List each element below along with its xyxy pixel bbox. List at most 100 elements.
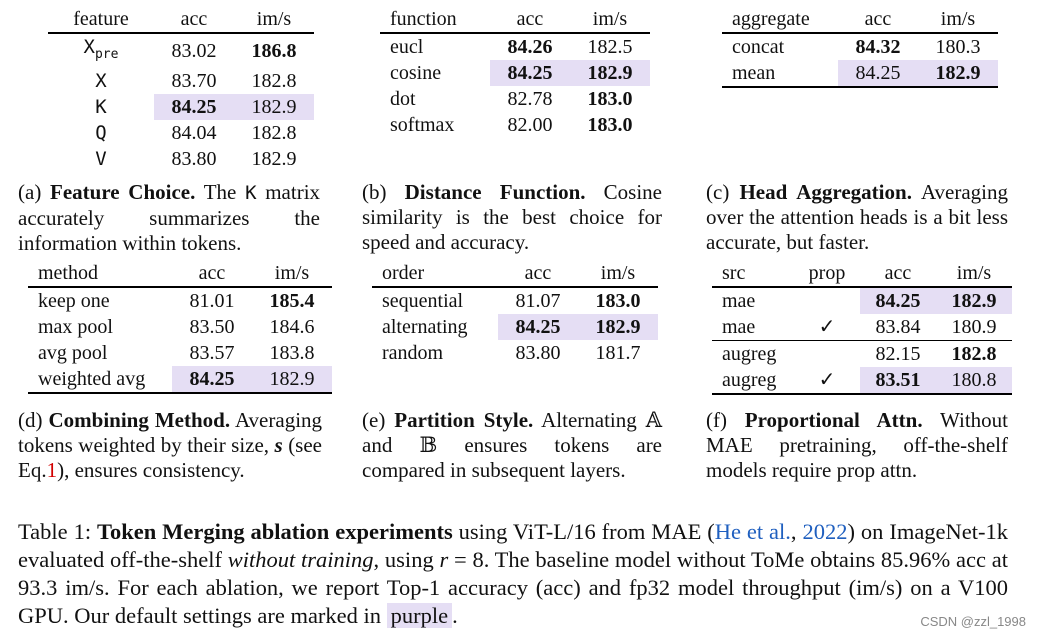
ims-cell: 182.9 — [234, 93, 314, 120]
row-key: cosine — [390, 62, 442, 84]
row-key: augreg — [712, 367, 794, 395]
ims-cell: 183.0 — [587, 114, 633, 136]
ims-cell: 183.8 — [269, 342, 315, 364]
table-a-feature-choice: feature acc im/s Xpre 83.02 186.8 X 83.7… — [48, 6, 314, 172]
col-header: method — [28, 260, 172, 288]
acc-cell: 82.78 — [507, 88, 553, 110]
ims-cell: 182.9 — [570, 60, 650, 86]
acc-cell: 83.57 — [189, 342, 235, 364]
ims-cell: 182.9 — [936, 287, 1012, 314]
row-key: mae — [722, 290, 756, 312]
table-row: eucl 84.26 182.5 — [380, 33, 650, 60]
acc-cell: 81.07 — [515, 290, 561, 312]
table-main-caption: Table 1: Token Merging ablation experime… — [18, 519, 1009, 628]
table-e-partition-style: order acc im/s sequential 81.07 183.0 al… — [372, 260, 658, 366]
col-header: order — [372, 260, 498, 288]
table-row: V 83.80 182.9 — [48, 146, 314, 172]
row-key: K — [95, 95, 107, 118]
acc-cell: 84.26 — [507, 36, 553, 58]
set-b-symbol: 𝔹 — [419, 433, 438, 457]
table-header: src prop acc im/s — [712, 260, 1012, 288]
table-row: dot 82.78 183.0 — [380, 86, 650, 112]
caption-b: (b) Distance Function. Cosine similarity… — [362, 180, 663, 254]
table-header: function acc im/s — [380, 6, 650, 34]
checkmark-icon: ✓ — [818, 316, 836, 338]
checkmark-icon: ✓ — [794, 367, 860, 395]
table-b-distance-function: function acc im/s eucl 84.26 182.5 cosin… — [380, 6, 650, 138]
set-a-symbol: 𝔸 — [645, 408, 663, 432]
acc-cell: 83.80 — [171, 147, 217, 170]
col-header: aggregate — [722, 6, 838, 34]
table-row: keep one 81.01 185.4 — [28, 287, 332, 314]
ims-cell: 182.9 — [578, 314, 658, 340]
caption-d: (d) Combining Method. Averaging tokens w… — [18, 408, 323, 482]
row-key: V — [95, 147, 107, 170]
prop-cell — [794, 340, 860, 367]
col-header: acc — [154, 6, 234, 34]
row-key: concat — [732, 36, 785, 58]
row-key: eucl — [390, 36, 424, 58]
table-row: max pool 83.50 184.6 — [28, 314, 332, 340]
acc-cell: 83.02 — [171, 39, 217, 62]
row-key: random — [382, 342, 444, 364]
caption-f: (f) Proportional Attn. Without MAE pretr… — [706, 408, 1009, 482]
variable-r: r — [439, 547, 449, 572]
col-header: acc — [172, 260, 252, 288]
table-row: Q 84.04 182.8 — [48, 120, 314, 146]
col-header: im/s — [936, 260, 1012, 288]
caption-e: (e) Partition Style. Alternating 𝔸 and 𝔹… — [362, 408, 663, 482]
col-header: acc — [860, 260, 936, 288]
table-row: X 83.70 182.8 — [48, 68, 314, 94]
table-row-default: weighted avg 84.25 182.9 — [28, 366, 332, 394]
col-header: im/s — [252, 260, 332, 288]
col-header: im/s — [918, 6, 998, 34]
table-row: sequential 81.07 183.0 — [372, 287, 658, 314]
table-row: avg pool 83.57 183.8 — [28, 340, 332, 366]
row-key: dot — [390, 88, 416, 110]
citation-link-author[interactable]: He et al. — [714, 519, 791, 544]
ims-cell: 181.7 — [595, 342, 641, 364]
col-header: prop — [794, 260, 860, 288]
col-header: im/s — [234, 6, 314, 34]
table-row: random 83.80 181.7 — [372, 340, 658, 366]
col-header: acc — [498, 260, 578, 288]
acc-cell: 84.25 — [860, 287, 936, 314]
table-row: softmax 82.00 183.0 — [380, 112, 650, 138]
acc-cell: 83.50 — [189, 316, 235, 338]
acc-cell: 83.51 — [860, 367, 936, 395]
row-key: sequential — [382, 290, 464, 312]
col-header: im/s — [578, 260, 658, 288]
size-symbol: s — [274, 433, 283, 457]
acc-cell: 84.25 — [498, 314, 578, 340]
ims-cell: 182.8 — [251, 69, 297, 92]
table-row-default: cosine 84.25 182.9 — [380, 60, 650, 86]
table-f-proportional-attn: src prop acc im/s mae 84.25 182.9 mae ✓ … — [712, 260, 1012, 395]
equation-ref-link[interactable]: 1 — [46, 458, 58, 482]
row-key: Xpre — [83, 36, 119, 62]
table-header: aggregate acc im/s — [722, 6, 998, 34]
acc-cell: 82.15 — [860, 340, 936, 367]
ims-cell: 184.6 — [269, 316, 315, 338]
citation-link-year[interactable]: 2022 — [802, 519, 848, 544]
ims-cell: 182.5 — [587, 36, 633, 58]
acc-cell: 82.00 — [507, 114, 553, 136]
table-header: method acc im/s — [28, 260, 332, 288]
table-header: order acc im/s — [372, 260, 658, 288]
ims-cell: 182.8 — [251, 121, 297, 144]
ims-cell: 180.8 — [936, 367, 1012, 395]
row-key: alternating — [382, 316, 468, 338]
table-row: concat 84.32 180.3 — [722, 33, 998, 60]
caption-a: (a) Feature Choice. The K matrix accurat… — [18, 180, 321, 255]
purple-highlight-sample: purple — [386, 603, 453, 628]
table-row-default: mean 84.25 182.9 — [722, 60, 998, 88]
table-row-default: K 84.25 182.9 — [48, 93, 314, 120]
table-d-combining-method: method acc im/s keep one 81.01 185.4 max… — [28, 260, 332, 394]
acc-cell: 81.01 — [189, 290, 235, 312]
ims-cell: 182.9 — [918, 60, 998, 88]
ims-cell: 180.9 — [951, 316, 997, 338]
row-key: X — [95, 69, 107, 92]
row-key: keep one — [38, 290, 110, 312]
table-row-default: augreg ✓ 83.51 180.8 — [712, 367, 1012, 395]
col-header: acc — [838, 6, 918, 34]
watermark: CSDN @zzl_1998 — [920, 614, 1026, 629]
